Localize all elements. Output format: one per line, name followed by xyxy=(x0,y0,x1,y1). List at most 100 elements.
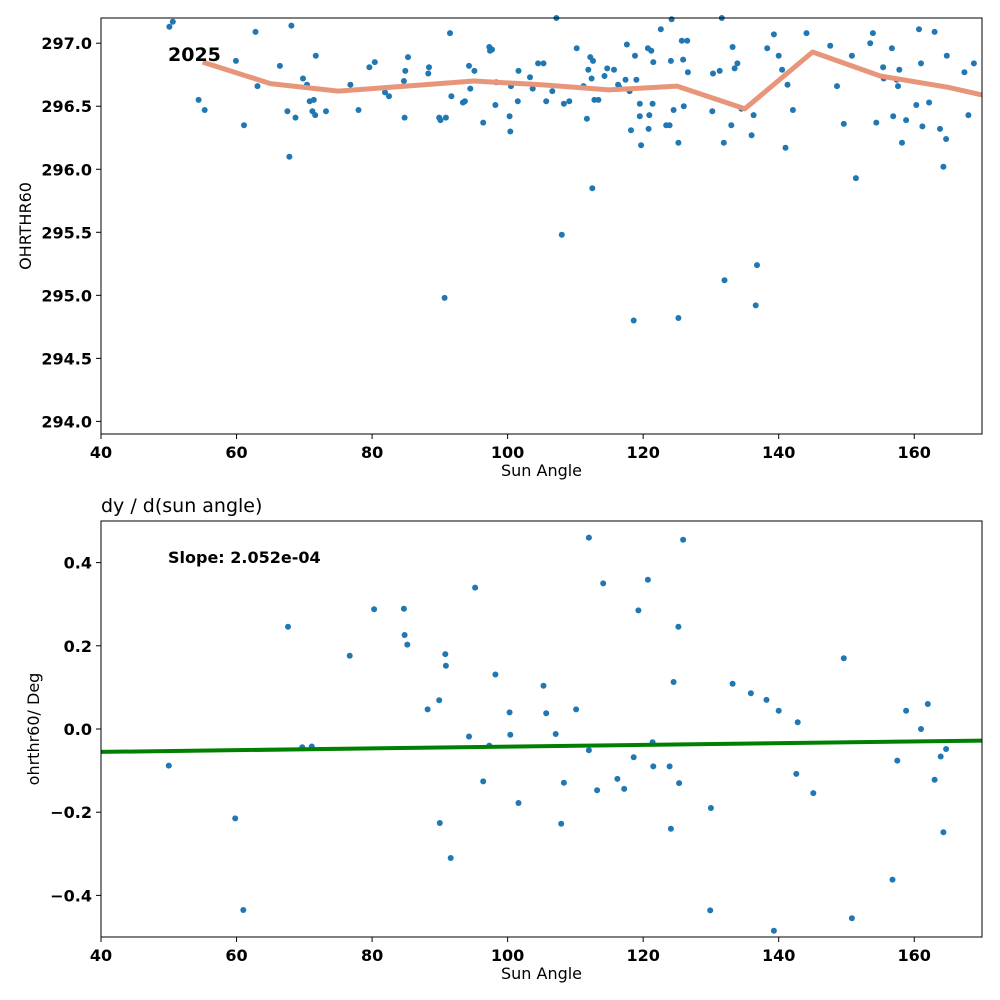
data-point xyxy=(793,770,800,777)
data-point xyxy=(310,96,317,103)
data-point xyxy=(747,690,754,697)
y-tick-label: 295.0 xyxy=(41,286,92,305)
data-point xyxy=(527,74,533,81)
data-point xyxy=(937,753,944,760)
data-point xyxy=(560,100,567,107)
data-point xyxy=(166,23,173,30)
data-point xyxy=(970,60,977,67)
data-point xyxy=(731,65,738,72)
data-point xyxy=(750,112,757,119)
data-point xyxy=(644,576,651,583)
data-point xyxy=(779,66,786,73)
y-tick-label: 295.5 xyxy=(41,223,92,242)
data-point xyxy=(466,62,472,69)
data-point xyxy=(869,30,876,37)
y-tick-label: 0.2 xyxy=(64,637,92,656)
data-point xyxy=(540,682,547,689)
data-point xyxy=(346,652,353,659)
data-point xyxy=(918,726,924,732)
data-point xyxy=(622,76,629,83)
data-point xyxy=(752,302,759,309)
data-point xyxy=(729,44,736,50)
x-axis-label: Sun Angle xyxy=(501,964,582,983)
data-point xyxy=(590,57,596,64)
data-point xyxy=(595,96,602,103)
x-tick-label: 40 xyxy=(90,443,112,462)
data-point xyxy=(558,231,565,238)
data-point xyxy=(707,805,714,811)
data-point xyxy=(254,83,261,90)
data-point xyxy=(784,81,791,88)
x-tick-label: 60 xyxy=(225,443,247,462)
data-point xyxy=(940,163,947,170)
x-tick-label: 100 xyxy=(491,443,524,462)
bottom-slope-panel: 40 60 80 100 120 140 160 −0.4 −0.2 0.0 0.2 0.4 Sun A… xyxy=(24,495,983,983)
data-point xyxy=(803,30,810,37)
data-point xyxy=(684,37,691,44)
data-point xyxy=(560,779,567,786)
data-point xyxy=(621,785,628,792)
x-tick-label: 160 xyxy=(898,443,931,462)
data-point xyxy=(404,641,411,648)
data-point xyxy=(675,139,682,146)
data-point xyxy=(600,580,607,587)
data-point xyxy=(601,73,608,79)
data-point xyxy=(507,128,514,135)
data-point xyxy=(924,701,931,707)
data-point xyxy=(716,67,723,74)
x-tick-label: 100 xyxy=(491,946,524,965)
data-point xyxy=(240,907,247,913)
x-tick-label: 80 xyxy=(361,443,383,462)
y-tick-label: 294.0 xyxy=(41,412,92,431)
data-point xyxy=(852,175,859,182)
data-point xyxy=(840,655,847,662)
data-point xyxy=(782,144,789,151)
data-point xyxy=(903,707,910,714)
data-point xyxy=(709,108,716,115)
data-point xyxy=(400,605,407,612)
plot-frame xyxy=(100,17,983,435)
data-point xyxy=(899,139,905,146)
data-point xyxy=(670,107,677,113)
data-point xyxy=(286,153,293,160)
data-point xyxy=(678,37,685,44)
data-point xyxy=(594,787,601,794)
y-tick-label: 0.4 xyxy=(64,554,92,573)
data-point xyxy=(890,113,897,120)
data-point xyxy=(355,107,362,113)
data-point xyxy=(366,64,373,71)
data-point xyxy=(292,114,299,121)
data-point xyxy=(467,85,474,92)
data-point xyxy=(918,60,924,67)
data-point xyxy=(252,28,259,35)
data-point xyxy=(401,114,408,121)
y-tick-label: 294.5 xyxy=(41,349,92,368)
data-point xyxy=(442,662,449,669)
data-point xyxy=(382,89,388,96)
x-tick-label: 80 xyxy=(361,946,383,965)
data-point xyxy=(748,132,755,139)
data-point xyxy=(965,112,972,119)
trend-line xyxy=(201,49,983,112)
data-point xyxy=(514,98,521,105)
data-point xyxy=(540,60,547,67)
data-point xyxy=(636,100,643,107)
data-point xyxy=(543,710,550,717)
data-point xyxy=(447,30,453,37)
data-point xyxy=(675,623,682,630)
data-point xyxy=(729,680,736,687)
data-point xyxy=(489,46,495,53)
data-point xyxy=(507,731,514,738)
data-point xyxy=(770,927,777,934)
top-scatter-panel: 40 60 80 100 120 140 160 294.0 294.5 295.0 295.5 29… xyxy=(16,15,983,480)
data-point xyxy=(775,707,782,714)
data-point xyxy=(480,778,487,785)
data-point xyxy=(675,315,682,321)
x-tick-label: 140 xyxy=(762,946,795,965)
data-point xyxy=(657,26,664,33)
x-tick-label: 120 xyxy=(626,443,659,462)
data-point xyxy=(931,776,938,783)
data-point xyxy=(300,75,306,82)
data-point xyxy=(720,139,727,146)
data-point xyxy=(633,76,640,83)
